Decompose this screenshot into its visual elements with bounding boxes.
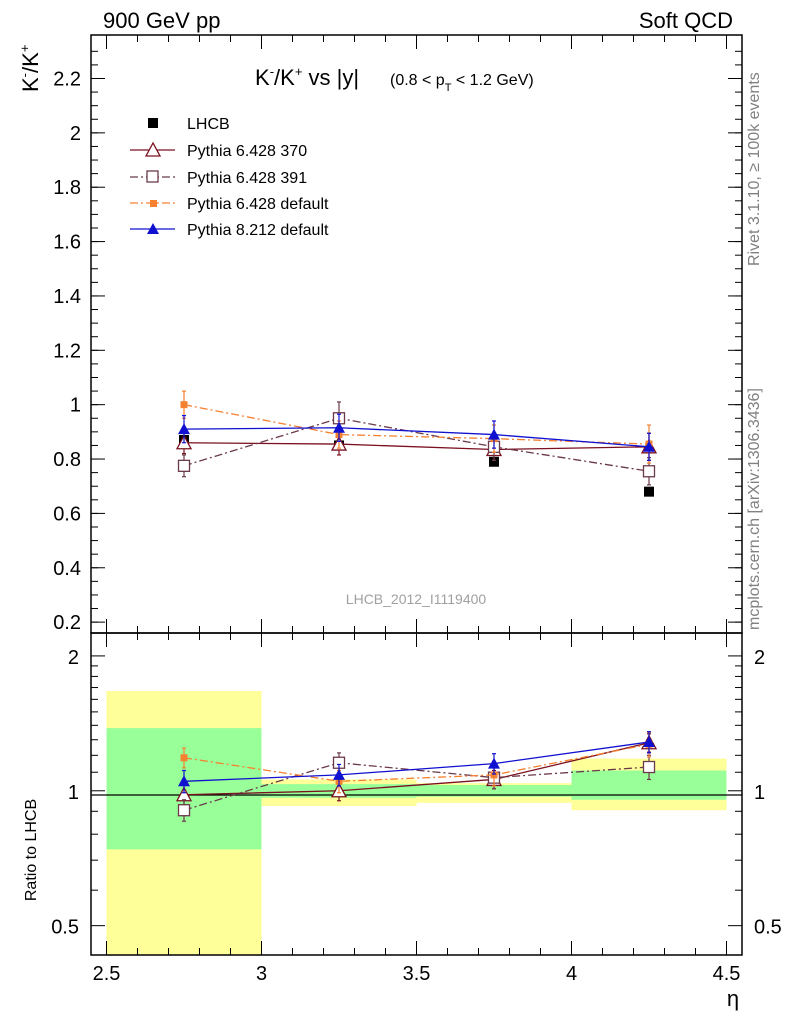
main-marks bbox=[175, 390, 658, 497]
data-point-py8-default bbox=[643, 735, 655, 747]
legend-marker-py6-370 bbox=[144, 141, 162, 157]
legend-marker-lhcb bbox=[148, 118, 158, 128]
data-point-py8-default bbox=[178, 423, 190, 435]
ratio-panel: 0.5 0.5 1 1 2 2 2.5 3 3.5 4 4.5 Ratio to LHCB η bbox=[23, 632, 782, 1011]
data-point-py6-391 bbox=[642, 760, 656, 774]
data-point-lhcb bbox=[644, 486, 654, 497]
rivet-label: Rivet 3.1.10, ≥ 100k events bbox=[746, 72, 763, 266]
main-title: K-/K+ vs |y| bbox=[255, 64, 359, 90]
ratio-y-tick-label: 1 bbox=[68, 782, 79, 804]
title-cut-end: < 1.2 GeV) bbox=[451, 72, 533, 89]
series-line-py8-default bbox=[183, 427, 650, 448]
x-tick-label: 3.5 bbox=[403, 963, 431, 985]
title-cut-sub: T bbox=[445, 82, 452, 94]
main-ticks: 0.2 0.4 0.6 0.8 1 1.2 1.4 1.6 1.8 2 2.2 bbox=[53, 35, 742, 634]
ratio-ticks: 0.5 0.5 1 1 2 2 2.5 3 3.5 4 4.5 bbox=[51, 633, 782, 985]
y-tick-label: 0.4 bbox=[53, 558, 81, 580]
legend-entry-py8-default: Pythia 8.212 default bbox=[130, 222, 329, 239]
series-lhcb bbox=[179, 435, 654, 497]
legend-label-lhcb: LHCB bbox=[187, 116, 230, 133]
legend-label-py6-391: Pythia 6.428 391 bbox=[187, 170, 307, 187]
series-line-py8-default bbox=[183, 741, 650, 782]
series-line-py6-391 bbox=[183, 762, 650, 811]
header-left-label: 900 GeV pp bbox=[103, 8, 220, 33]
ratio-marks bbox=[175, 731, 658, 822]
legend-entry-py6-default: Pythia 6.428 default bbox=[130, 196, 329, 213]
series-py8-default bbox=[178, 731, 655, 794]
y-tick-label: 1 bbox=[70, 395, 81, 417]
data-point-py6-default bbox=[490, 771, 498, 779]
legend-marker-py6-default bbox=[150, 200, 157, 207]
data-point-py8-default bbox=[333, 421, 345, 433]
ratio-y-tick-label: 0.5 bbox=[51, 917, 79, 939]
header-right-label: Soft QCD bbox=[639, 8, 733, 33]
x-tick-label: 2.5 bbox=[93, 963, 121, 985]
y-tick-label: 1.6 bbox=[53, 232, 81, 254]
mcplots-label: mcplots.cern.ch [arXiv:1306.3436] bbox=[746, 388, 763, 630]
x-tick-label: 4 bbox=[566, 963, 577, 985]
title-cut-start: (0.8 < p bbox=[390, 72, 445, 89]
y-tick-label: 2.2 bbox=[53, 68, 81, 90]
ratio-y-tick-label-right: 2 bbox=[754, 647, 765, 669]
data-point-py6-391 bbox=[642, 465, 656, 478]
legend-entry-py6-391: Pythia 6.428 391 bbox=[130, 170, 307, 187]
data-point-py8-default bbox=[333, 768, 345, 780]
legend-entry-py6-370: Pythia 6.428 370 bbox=[130, 141, 307, 160]
ratio-frame bbox=[90, 632, 743, 956]
legend-label-py8-default: Pythia 8.212 default bbox=[187, 222, 329, 239]
data-point-py8-default bbox=[643, 440, 655, 452]
legend-marker-py8-default bbox=[147, 223, 159, 234]
data-point-py6-default bbox=[180, 401, 188, 409]
ratio-band-inner bbox=[416, 785, 572, 797]
y-tick-label: 0.2 bbox=[53, 612, 81, 634]
series-line-py6-370 bbox=[183, 742, 650, 796]
series-py6-default bbox=[180, 390, 653, 464]
ratio-y-tick-label: 2 bbox=[68, 647, 79, 669]
legend-label-py6-default: Pythia 6.428 default bbox=[187, 196, 329, 213]
x-axis-label: η bbox=[727, 986, 739, 1011]
ratio-bands bbox=[106, 691, 727, 955]
legend-label-py6-370: Pythia 6.428 370 bbox=[187, 143, 307, 160]
ratio-y-tick-label-right: 1 bbox=[754, 782, 765, 804]
data-point-lhcb bbox=[489, 456, 499, 467]
main-ylabel: K-/K+ bbox=[17, 45, 43, 92]
series-line-py6-default bbox=[183, 743, 650, 782]
legend: LHCB Pythia 6.428 370 Pythia 6.428 391 P… bbox=[130, 116, 329, 239]
data-point-py8-default bbox=[178, 775, 190, 787]
series-line-py6-default bbox=[183, 404, 650, 445]
y-tick-label: 0.6 bbox=[53, 503, 81, 525]
y-tick-label: 1.8 bbox=[53, 177, 81, 199]
y-tick-label: 1.2 bbox=[53, 340, 81, 362]
y-tick-label: 2 bbox=[70, 123, 81, 145]
data-point-py6-default bbox=[180, 754, 188, 762]
series-line-py6-370 bbox=[183, 442, 650, 451]
data-point-py6-391 bbox=[177, 804, 191, 817]
legend-marker-py6-391 bbox=[146, 170, 159, 183]
ratio-y-tick-label-right: 0.5 bbox=[754, 917, 782, 939]
x-tick-label: 4.5 bbox=[713, 963, 741, 985]
series-py8-default bbox=[178, 413, 655, 461]
series-line-py6-391 bbox=[183, 417, 650, 472]
ratio-ylabel: Ratio to LHCB bbox=[23, 799, 40, 901]
main-panel: 0.2 0.4 0.6 0.8 1 1.2 1.4 1.6 1.8 2 2.2 K-/K+ vs |… bbox=[17, 34, 743, 634]
y-tick-label: 1.4 bbox=[53, 286, 81, 308]
data-point-py6-391 bbox=[177, 459, 191, 472]
data-point-py8-default bbox=[488, 428, 500, 440]
legend-entry-lhcb: LHCB bbox=[148, 116, 230, 133]
data-point-py8-default bbox=[488, 757, 500, 769]
y-tick-label: 0.8 bbox=[53, 449, 81, 471]
analysis-watermark: LHCB_2012_I1119400 bbox=[346, 591, 487, 607]
main-title-cut: (0.8 < pT < 1.2 GeV) bbox=[390, 72, 534, 94]
x-tick-label: 3 bbox=[256, 963, 267, 985]
